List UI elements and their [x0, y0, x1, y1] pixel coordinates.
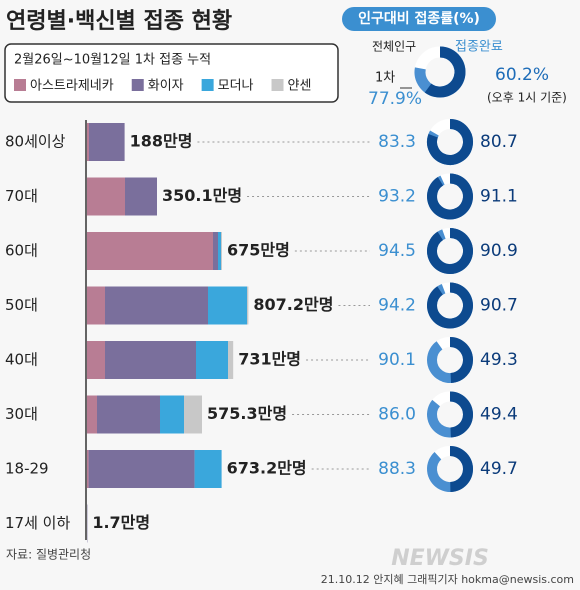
bar-segment [218, 232, 221, 270]
subtitle: 인구대비 접종률(%) [358, 10, 480, 27]
first-dose-label: 94.2 [378, 296, 416, 316]
bar-segment [228, 341, 234, 379]
overall-first: 77.9% [368, 89, 422, 109]
population-label: 전체인구 [372, 40, 416, 54]
bar-segment [221, 232, 222, 270]
total-label: 575.3만명 [207, 404, 287, 423]
category-label: 60대 [5, 242, 38, 260]
bar-segment [87, 123, 89, 161]
category-label: 17세 이하 [5, 514, 70, 532]
completed-label: 80.7 [480, 132, 518, 152]
bar-segment [87, 232, 213, 270]
total-label: 807.2만명 [253, 295, 333, 314]
category-label: 40대 [5, 351, 38, 369]
completed-label: 접종완료 [455, 40, 503, 55]
note: (오후 1시 기준) [487, 91, 567, 105]
legend-label: 화이자 [148, 79, 184, 94]
donut-completed [427, 228, 473, 274]
legend-label: 모더나 [218, 79, 254, 94]
bar-segment [160, 395, 184, 434]
category-label: 80세이상 [5, 133, 66, 151]
bar-segment [213, 232, 218, 270]
bar-segment [184, 395, 202, 434]
bar-segment [97, 395, 160, 434]
bar-segment [247, 286, 249, 325]
bar-segment [196, 341, 228, 379]
total-label: 1.7만명 [92, 513, 150, 532]
first-dose-label: 93.2 [378, 187, 416, 207]
overall-completed: 60.2% [495, 65, 549, 85]
donut-completed [449, 391, 473, 438]
donut-completed [427, 282, 473, 329]
donut-completed [449, 337, 473, 383]
first-dose-label: 94.5 [378, 241, 416, 261]
donut-completed [427, 119, 473, 165]
legend-label: 얀센 [288, 79, 312, 94]
legend-swatch [14, 79, 26, 91]
donut-completed [427, 173, 473, 220]
first-dose-label: 86.0 [378, 405, 416, 425]
first-dose-label: 83.3 [378, 132, 416, 152]
chart-title: 연령별·백신별 접종 현황 [6, 9, 232, 34]
bar-segment [125, 177, 157, 216]
total-label: 675만명 [227, 241, 290, 260]
credit: 21.10.12 안지혜 그래픽기자 hokma@newsis.com [321, 573, 574, 586]
category-label: 30대 [5, 405, 38, 423]
completed-label: 91.1 [480, 187, 518, 207]
total-label: 731만명 [238, 350, 301, 369]
completed-label: 49.4 [480, 405, 518, 425]
total-label: 350.1만명 [162, 186, 242, 205]
bar-segment [87, 341, 105, 379]
bar-segment [87, 395, 97, 434]
completed-label: 49.7 [480, 459, 518, 479]
first-dose-label: 88.3 [378, 459, 416, 479]
first-dose-label: 90.1 [378, 350, 416, 370]
bar-segment [194, 450, 222, 488]
completed-label: 49.3 [480, 350, 518, 370]
bar-segment [88, 450, 195, 488]
period: 2월26일~10월12일 1차 접종 누적 [14, 53, 211, 68]
bar-segment [87, 450, 89, 488]
donut-completed [449, 446, 473, 492]
category-label: 50대 [5, 296, 38, 314]
bar-segment [208, 286, 247, 325]
legend-label: 아스트라제네카 [30, 79, 114, 94]
logo: NEWSIS [391, 546, 489, 571]
category-label: 70대 [5, 187, 38, 205]
legend-swatch [271, 79, 284, 91]
total-label: 673.2만명 [227, 459, 307, 478]
bar-segment [87, 286, 105, 325]
first-label: 1차 [375, 71, 395, 86]
legend-box [4, 43, 339, 103]
bar-segment [87, 177, 125, 216]
legend-swatch [131, 79, 144, 91]
legend-swatch [201, 79, 214, 91]
subtitle-pill [342, 7, 496, 31]
category-label: 18-29 [5, 460, 49, 478]
donut-completed [424, 46, 466, 98]
source: 자료: 질병관리청 [6, 548, 91, 562]
total-label: 188만명 [130, 132, 193, 151]
completed-label: 90.9 [480, 241, 518, 261]
bar-segment [105, 286, 208, 325]
bar-segment [89, 123, 125, 161]
completed-label: 90.7 [480, 296, 518, 316]
bar-segment [105, 341, 196, 379]
